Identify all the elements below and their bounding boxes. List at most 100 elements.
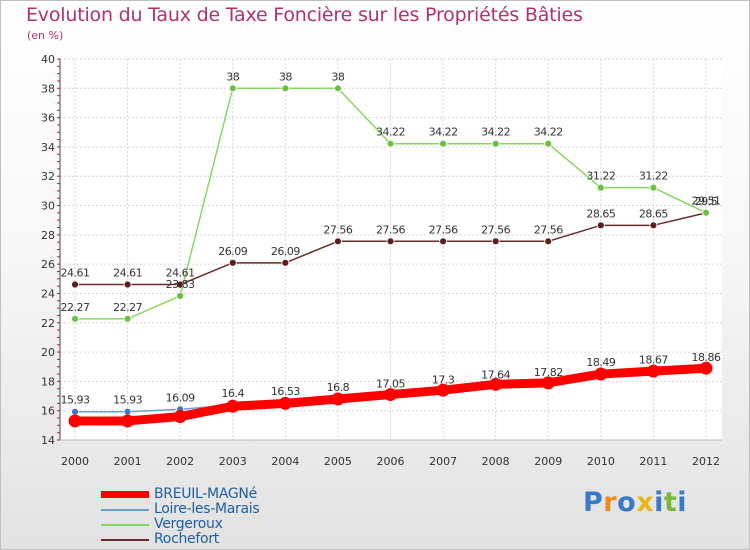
y-tick-label: 36 <box>41 112 55 125</box>
brand-letter: x <box>636 487 655 518</box>
series-point-vergeroux <box>544 139 553 148</box>
x-tick-label: 2007 <box>429 455 457 468</box>
legend-label-vergeroux: Vergeroux <box>154 516 223 532</box>
legend-item-loire: Loire-les-Marais <box>98 501 358 517</box>
series-point-vergeroux <box>334 84 342 93</box>
series-point-loire <box>71 407 79 416</box>
series-point-breuil <box>489 377 503 391</box>
series-point-breuil <box>68 414 82 428</box>
brand-letter: i <box>654 487 664 518</box>
x-tick-label: 2010 <box>587 455 615 468</box>
data-label-rochefort: 27.56 <box>323 223 352 236</box>
y-tick-label: 20 <box>41 346 55 359</box>
legend: BREUIL-MAGNé Loire-les-Marais Vergeroux … <box>98 486 358 547</box>
x-tick-label: 2011 <box>639 455 667 468</box>
x-tick-label: 2005 <box>324 455 352 468</box>
data-label-vergeroux: 29.51 <box>692 195 721 208</box>
series-point-vergeroux <box>491 139 500 148</box>
series-point-rochefort <box>334 237 342 246</box>
data-label-loire: 16.8 <box>327 381 350 394</box>
series-point-rochefort <box>71 280 79 289</box>
series-point-rochefort <box>649 221 658 230</box>
data-label-loire: 15.93 <box>113 394 142 407</box>
legend-label-rochefort: Rochefort <box>154 531 219 547</box>
y-tick-label: 26 <box>41 258 55 271</box>
y-tick-label: 40 <box>41 53 55 66</box>
data-label-loire: 18.86 <box>692 351 721 364</box>
x-tick-label: 2009 <box>534 455 562 468</box>
series-point-breuil <box>331 392 345 406</box>
series-point-rochefort <box>281 258 290 267</box>
data-label-vergeroux: 34.22 <box>376 126 405 139</box>
legend-item-vergeroux: Vergeroux <box>98 516 358 532</box>
data-label-vergeroux: 31.22 <box>639 170 668 183</box>
x-tick-label: 2012 <box>692 455 720 468</box>
data-label-loire: 16.4 <box>222 387 245 400</box>
series-point-vergeroux <box>123 314 132 323</box>
data-label-loire: 16.53 <box>271 385 300 398</box>
series-point-vergeroux <box>228 84 237 93</box>
data-label-loire: 17.82 <box>534 366 563 379</box>
data-label-loire: 18.49 <box>586 356 615 369</box>
legend-swatch-breuil <box>101 491 149 498</box>
series-point-vergeroux <box>649 183 658 192</box>
data-label-rochefort: 26.09 <box>218 245 247 258</box>
x-tick-label: 2002 <box>166 455 194 468</box>
x-tick-label: 2008 <box>482 455 510 468</box>
legend-swatch-vergeroux <box>101 524 149 526</box>
series-point-vergeroux <box>702 208 710 217</box>
series-point-rochefort <box>123 280 132 289</box>
data-label-rochefort: 26.09 <box>271 245 300 258</box>
brand-letter: t <box>663 487 678 518</box>
brand-letter: r <box>603 487 618 518</box>
y-tick-label: 28 <box>41 229 55 242</box>
x-tick-label: 2000 <box>61 455 89 468</box>
y-tick-label: 38 <box>41 82 55 95</box>
data-label-rochefort: 28.65 <box>586 207 615 220</box>
data-label-rochefort: 24.61 <box>166 267 195 280</box>
legend-item-rochefort: Rochefort <box>98 531 358 547</box>
series-point-rochefort <box>596 221 605 230</box>
proxiti-logo: Proxiti <box>583 487 687 518</box>
series-point-vergeroux <box>596 183 605 192</box>
data-label-vergeroux: 34.22 <box>429 126 458 139</box>
series-point-vergeroux <box>386 139 395 148</box>
y-tick-label: 18 <box>41 375 55 388</box>
data-label-rochefort: 29.5 <box>695 195 718 208</box>
legend-swatch-rochefort <box>101 539 149 541</box>
data-label-vergeroux: 22.27 <box>61 301 90 314</box>
legend-label-breuil: BREUIL-MAGNé <box>154 486 257 502</box>
legend-label-loire: Loire-les-Marais <box>154 501 260 517</box>
chart-title: Evolution du Taux de Taxe Foncière sur l… <box>26 4 583 26</box>
axes: 14 16 18 20 22 24 26 28 30 32 34 36 38 40 2000 2001 2002… <box>41 53 722 468</box>
y-tick-label: 32 <box>41 170 55 183</box>
data-label-rochefort: 27.56 <box>376 223 405 236</box>
series-point-vergeroux <box>176 292 185 300</box>
series-point-breuil <box>226 399 240 413</box>
series-point-rochefort <box>491 237 500 246</box>
brand-letter: i <box>677 487 688 518</box>
data-label-vergeroux: 34.22 <box>481 126 510 139</box>
data-label-vergeroux: 38 <box>331 70 344 83</box>
data-label-rochefort: 27.56 <box>481 223 510 236</box>
data-label-rochefort: 24.61 <box>61 267 90 280</box>
data-label-rochefort: 27.56 <box>429 223 458 236</box>
series-point-rochefort <box>386 237 395 246</box>
series-point-vergeroux <box>281 84 290 93</box>
data-labels: 24.61 24.61 24.61 26.09 26.09 27.56 27.56 27.56… <box>61 70 722 407</box>
series-point-vergeroux <box>439 139 447 148</box>
grid <box>60 58 722 441</box>
y-tick-label: 24 <box>41 287 55 300</box>
x-tick-label: 2003 <box>219 455 247 468</box>
data-label-loire: 17.64 <box>481 369 510 382</box>
brand-letter: P <box>583 487 604 518</box>
series-point-breuil <box>594 367 608 381</box>
y-tick-label: 14 <box>41 434 55 447</box>
series-point-vergeroux <box>71 314 79 323</box>
series-point-breuil <box>384 388 397 402</box>
legend-swatch-loire <box>101 509 149 511</box>
series-point-breuil <box>121 414 135 428</box>
series-point-rochefort <box>544 237 553 246</box>
data-label-loire: 18.67 <box>639 354 668 367</box>
